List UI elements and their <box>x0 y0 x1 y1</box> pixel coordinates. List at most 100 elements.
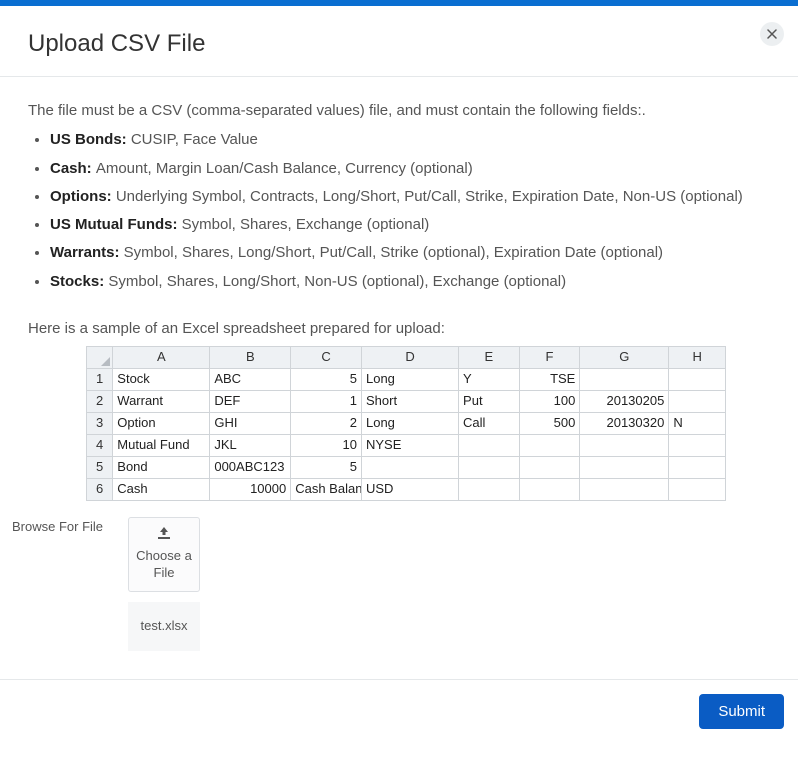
excel-cell: Cash <box>113 479 210 501</box>
field-type-label: US Bonds: <box>50 131 131 148</box>
close-icon <box>767 27 777 41</box>
excel-cell: Stock <box>113 369 210 391</box>
excel-cell: N <box>669 413 726 435</box>
excel-cell: 10 <box>291 435 362 457</box>
choose-file-label: Choose a File <box>136 548 192 579</box>
excel-cell <box>669 457 726 479</box>
excel-cell <box>519 435 580 457</box>
excel-col-header: G <box>580 347 669 369</box>
excel-cell: 1 <box>291 391 362 413</box>
excel-table: ABCDEFGH1StockABC5LongYTSE2WarrantDEF1Sh… <box>86 346 726 501</box>
excel-cell: Long <box>361 369 458 391</box>
field-desc: Symbol, Shares, Long/Short, Non-US (opti… <box>108 273 566 290</box>
excel-cell <box>361 457 458 479</box>
dialog-body: The file must be a CSV (comma-separated … <box>28 77 770 651</box>
excel-row: 4Mutual FundJKL10NYSE <box>87 435 726 457</box>
submit-button[interactable]: Submit <box>699 694 784 729</box>
excel-cell: 100 <box>519 391 580 413</box>
excel-col-header: H <box>669 347 726 369</box>
excel-col-header: B <box>210 347 291 369</box>
excel-cell: 20130205 <box>580 391 669 413</box>
field-requirement-item: US Mutual Funds: Symbol, Shares, Exchang… <box>50 213 770 236</box>
excel-cell: USD <box>361 479 458 501</box>
field-desc: Symbol, Shares, Exchange (optional) <box>182 216 430 233</box>
excel-row: 5Bond000ABC1235 <box>87 457 726 479</box>
intro-text: The file must be a CSV (comma-separated … <box>28 99 770 122</box>
choose-file-button[interactable]: Choose a File <box>128 517 200 592</box>
excel-cell: 20130320 <box>580 413 669 435</box>
excel-cell: Option <box>113 413 210 435</box>
field-requirement-item: US Bonds: CUSIP, Face Value <box>50 128 770 151</box>
excel-row-number: 3 <box>87 413 113 435</box>
excel-cell <box>580 479 669 501</box>
excel-cell <box>580 435 669 457</box>
excel-row: 6Cash10000Cash BalanceUSD <box>87 479 726 501</box>
excel-cell <box>669 369 726 391</box>
browse-label: Browse For File <box>12 517 112 536</box>
field-desc: Underlying Symbol, Contracts, Long/Short… <box>116 188 743 205</box>
excel-cell: ABC <box>210 369 291 391</box>
field-type-label: Options: <box>50 188 116 205</box>
excel-cell <box>519 479 580 501</box>
excel-cell: 5 <box>291 369 362 391</box>
sample-label: Here is a sample of an Excel spreadsheet… <box>28 317 770 340</box>
excel-cell: 500 <box>519 413 580 435</box>
excel-col-header: D <box>361 347 458 369</box>
excel-cell <box>519 457 580 479</box>
dialog-footer: Submit <box>0 679 798 743</box>
excel-cell: 10000 <box>210 479 291 501</box>
excel-col-header: E <box>459 347 520 369</box>
excel-row-number: 6 <box>87 479 113 501</box>
excel-row-number: 4 <box>87 435 113 457</box>
excel-row: 2WarrantDEF1ShortPut10020130205 <box>87 391 726 413</box>
excel-cell: JKL <box>210 435 291 457</box>
excel-col-header: C <box>291 347 362 369</box>
excel-row-number: 1 <box>87 369 113 391</box>
excel-cell <box>459 435 520 457</box>
excel-cell <box>580 457 669 479</box>
excel-col-header: A <box>113 347 210 369</box>
selected-file-chip[interactable]: test.xlsx <box>128 602 200 651</box>
excel-corner-cell <box>87 347 113 369</box>
dialog-title: Upload CSV File <box>28 22 770 76</box>
field-requirement-item: Stocks: Symbol, Shares, Long/Short, Non-… <box>50 270 770 293</box>
close-button[interactable] <box>760 22 784 46</box>
field-type-label: US Mutual Funds: <box>50 216 182 233</box>
field-type-label: Warrants: <box>50 244 124 261</box>
excel-cell: Call <box>459 413 520 435</box>
browse-row: Browse For File Choose a File test.xlsx <box>12 517 770 651</box>
field-requirements-list: US Bonds: CUSIP, Face Value Cash: Amount,… <box>28 128 770 293</box>
field-type-label: Stocks: <box>50 273 108 290</box>
excel-col-header: F <box>519 347 580 369</box>
excel-cell: Put <box>459 391 520 413</box>
excel-cell <box>459 479 520 501</box>
excel-cell: Short <box>361 391 458 413</box>
excel-cell: Long <box>361 413 458 435</box>
excel-row: 1StockABC5LongYTSE <box>87 369 726 391</box>
excel-cell: Y <box>459 369 520 391</box>
excel-cell: Mutual Fund <box>113 435 210 457</box>
excel-cell: 000ABC123 <box>210 457 291 479</box>
field-desc: Symbol, Shares, Long/Short, Put/Call, St… <box>124 244 663 261</box>
file-column: Choose a File test.xlsx <box>128 517 200 651</box>
excel-sample: ABCDEFGH1StockABC5LongYTSE2WarrantDEF1Sh… <box>86 346 726 501</box>
upload-csv-dialog: Upload CSV File The file must be a CSV (… <box>0 6 798 651</box>
excel-cell: Warrant <box>113 391 210 413</box>
excel-row-number: 2 <box>87 391 113 413</box>
field-requirement-item: Cash: Amount, Margin Loan/Cash Balance, … <box>50 157 770 180</box>
excel-cell: 2 <box>291 413 362 435</box>
excel-cell: DEF <box>210 391 291 413</box>
excel-cell <box>669 479 726 501</box>
excel-cell: GHI <box>210 413 291 435</box>
excel-cell <box>580 369 669 391</box>
field-desc: Amount, Margin Loan/Cash Balance, Curren… <box>96 160 473 177</box>
excel-row: 3OptionGHI2LongCall50020130320N <box>87 413 726 435</box>
excel-cell <box>459 457 520 479</box>
excel-row-number: 5 <box>87 457 113 479</box>
selected-file-name: test.xlsx <box>141 618 188 633</box>
field-desc: CUSIP, Face Value <box>131 131 258 148</box>
excel-cell: Cash Balance <box>291 479 362 501</box>
field-type-label: Cash: <box>50 160 96 177</box>
excel-cell: Bond <box>113 457 210 479</box>
excel-cell <box>669 435 726 457</box>
